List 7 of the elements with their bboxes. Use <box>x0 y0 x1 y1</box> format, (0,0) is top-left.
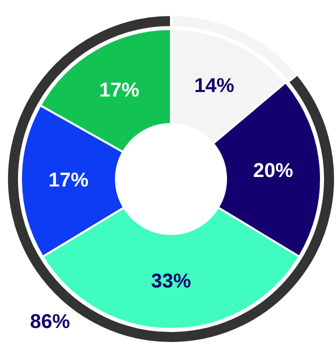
data-label: 14% <box>194 75 234 98</box>
data-label: 20% <box>253 160 294 182</box>
donut-slice <box>6 14 336 344</box>
data-label: 86% <box>30 311 70 333</box>
data-label: 17% <box>99 80 140 102</box>
data-label: 33% <box>150 270 192 292</box>
data-label: 17% <box>48 170 89 192</box>
